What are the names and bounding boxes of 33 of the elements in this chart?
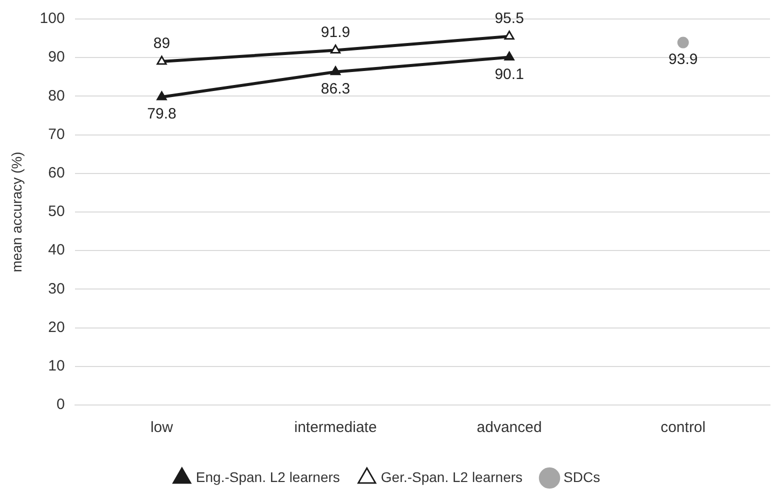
data-label: 79.8 [147, 106, 176, 123]
y-tick-label: 40 [48, 242, 65, 259]
y-tick-label: 60 [48, 164, 65, 182]
y-tick-label: 20 [48, 318, 65, 336]
point [504, 51, 514, 60]
data-label: 93.9 [668, 51, 698, 68]
y-tick-label: 10 [48, 358, 65, 375]
data-label: 86.3 [320, 80, 350, 98]
data-label: 95.5 [494, 10, 524, 28]
data-label: 89 [153, 35, 170, 52]
x-tick-label: intermediate [294, 419, 377, 436]
y-tick-label: 70 [48, 126, 65, 143]
point [330, 44, 341, 54]
point [330, 66, 341, 76]
point [504, 30, 514, 40]
legend-label: SDCs [564, 468, 600, 485]
x-tick-label: low [150, 419, 174, 436]
point [677, 36, 689, 48]
y-tick-label: 30 [48, 280, 65, 298]
point [156, 91, 167, 100]
x-tick-label: control [660, 419, 706, 436]
data-label: 91.9 [320, 24, 350, 41]
data-label: 90.1 [494, 66, 524, 83]
y-tick-label: 0 [56, 396, 65, 414]
y-tick-label: 90 [48, 48, 65, 66]
x-tick-label: advanced [476, 419, 542, 436]
legend-label: Ger.-Span. L2 learners [380, 468, 523, 485]
y-axis-title: mean accuracy (%) [8, 152, 24, 272]
y-tick-label: 80 [48, 87, 65, 104]
point [156, 56, 167, 65]
legend-label: Eng.-Span. L2 learners [196, 468, 340, 485]
y-tick-label: 100 [40, 10, 65, 28]
y-tick-label: 50 [48, 203, 65, 220]
